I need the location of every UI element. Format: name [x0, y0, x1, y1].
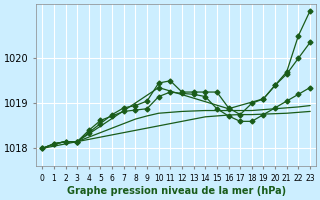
X-axis label: Graphe pression niveau de la mer (hPa): Graphe pression niveau de la mer (hPa): [67, 186, 286, 196]
